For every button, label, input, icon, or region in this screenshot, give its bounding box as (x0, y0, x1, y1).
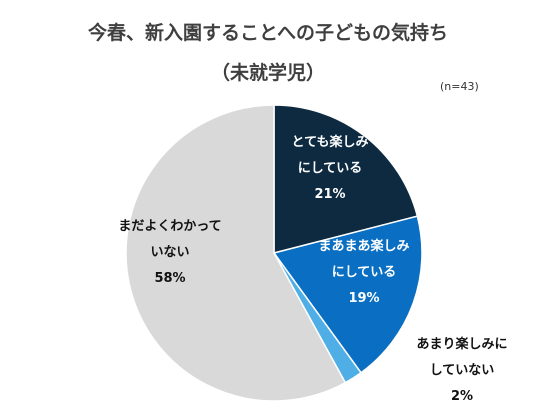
slice-value-label: 21% (314, 187, 345, 202)
slice-category-label: いない (150, 245, 189, 260)
slice-category-label: していない (430, 363, 495, 378)
pie-slice-1 (273, 104, 419, 254)
slice-category-label: とても楽しみ (292, 134, 369, 150)
chart-subtitle: （未就学児） (210, 62, 325, 84)
slice-value-label: 58% (154, 271, 185, 286)
slice-category-label: まあまあ楽しみ (318, 238, 409, 254)
sample-size-note: (n=43) (440, 80, 479, 93)
slice-category-label: にしている (332, 265, 397, 280)
slice-value-label: 19% (348, 291, 379, 306)
pie-slice-4 (125, 104, 347, 402)
slice-category-label: にしている (298, 161, 363, 176)
slice-value-label: 2% (451, 389, 473, 404)
slice-category-label: まだよくわかって (118, 219, 221, 234)
slice-category-label: あまり楽しみに (416, 336, 507, 352)
chart-title: 今春、新入園することへの子どもの気持ち (87, 22, 449, 44)
pie-slice-2 (272, 215, 423, 374)
